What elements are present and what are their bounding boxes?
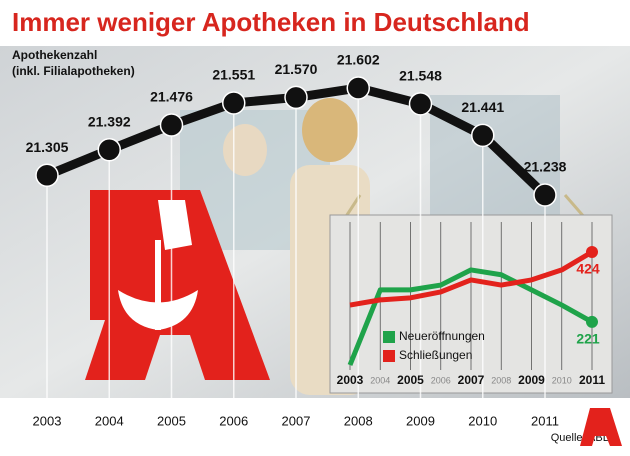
x-tick-label: 2008 (344, 413, 373, 428)
marker (35, 163, 59, 188)
data-label: 21.441 (461, 99, 504, 115)
marker (586, 246, 598, 258)
pharmacy-logo (85, 190, 270, 380)
legend-swatch (383, 350, 395, 362)
x-tick-label: 2003 (33, 413, 62, 428)
data-label: 21.238 (524, 159, 567, 175)
x-tick-label: 2009 (518, 373, 545, 387)
x-tick-label: 2005 (157, 413, 186, 428)
data-label: 21.551 (212, 67, 255, 83)
legend-label: Neueröffnungen (399, 329, 485, 343)
marker (97, 137, 121, 162)
x-tick-label: 2003 (337, 373, 364, 387)
x-tick-label: 2006 (219, 413, 248, 428)
x-tick-label: 2010 (468, 413, 497, 428)
small-logo (580, 408, 622, 446)
x-tick-label: 2005 (397, 373, 424, 387)
marker (159, 113, 184, 137)
x-tick-label: 2008 (491, 375, 511, 385)
marker (222, 91, 246, 115)
line (349, 249, 594, 308)
x-tick-label: 2006 (431, 375, 451, 385)
marker (586, 315, 598, 328)
data-label: 21.602 (337, 52, 380, 68)
x-tick-label: 2010 (552, 375, 572, 385)
x-tick-label: 2011 (531, 413, 559, 428)
data-label: 21.476 (150, 89, 193, 105)
x-tick-label: 2009 (406, 413, 435, 428)
subtitle: (inkl. Filialapotheken) (12, 64, 135, 78)
x-tick-label: 2007 (458, 373, 485, 387)
data-label: 21.548 (399, 68, 442, 84)
legend-swatch (383, 331, 395, 343)
data-label: 21.305 (26, 139, 69, 155)
subtitle: Apothekenzahl (12, 48, 97, 62)
person (302, 98, 358, 162)
marker (471, 123, 495, 148)
marker (533, 183, 557, 207)
person (223, 124, 267, 176)
data-label: 221 (576, 331, 600, 347)
data-label: 21.392 (88, 113, 131, 129)
marker (408, 92, 433, 116)
x-tick-label: 2007 (282, 413, 311, 428)
x-tick-label: 2004 (95, 413, 124, 428)
data-label: 424 (576, 261, 600, 277)
data-label: 21.570 (275, 61, 318, 77)
hanger (563, 194, 587, 219)
pharmacy-logo (158, 200, 192, 250)
x-tick-label: 2011 (579, 373, 605, 387)
x-tick-label: 2004 (370, 375, 390, 385)
pharmacy-logo (155, 240, 161, 330)
legend-label: Schließungen (399, 348, 472, 362)
marker (284, 85, 308, 110)
line (347, 267, 594, 366)
chart-title: Immer weniger Apotheken in Deutschland (12, 7, 530, 37)
marker (346, 76, 370, 100)
